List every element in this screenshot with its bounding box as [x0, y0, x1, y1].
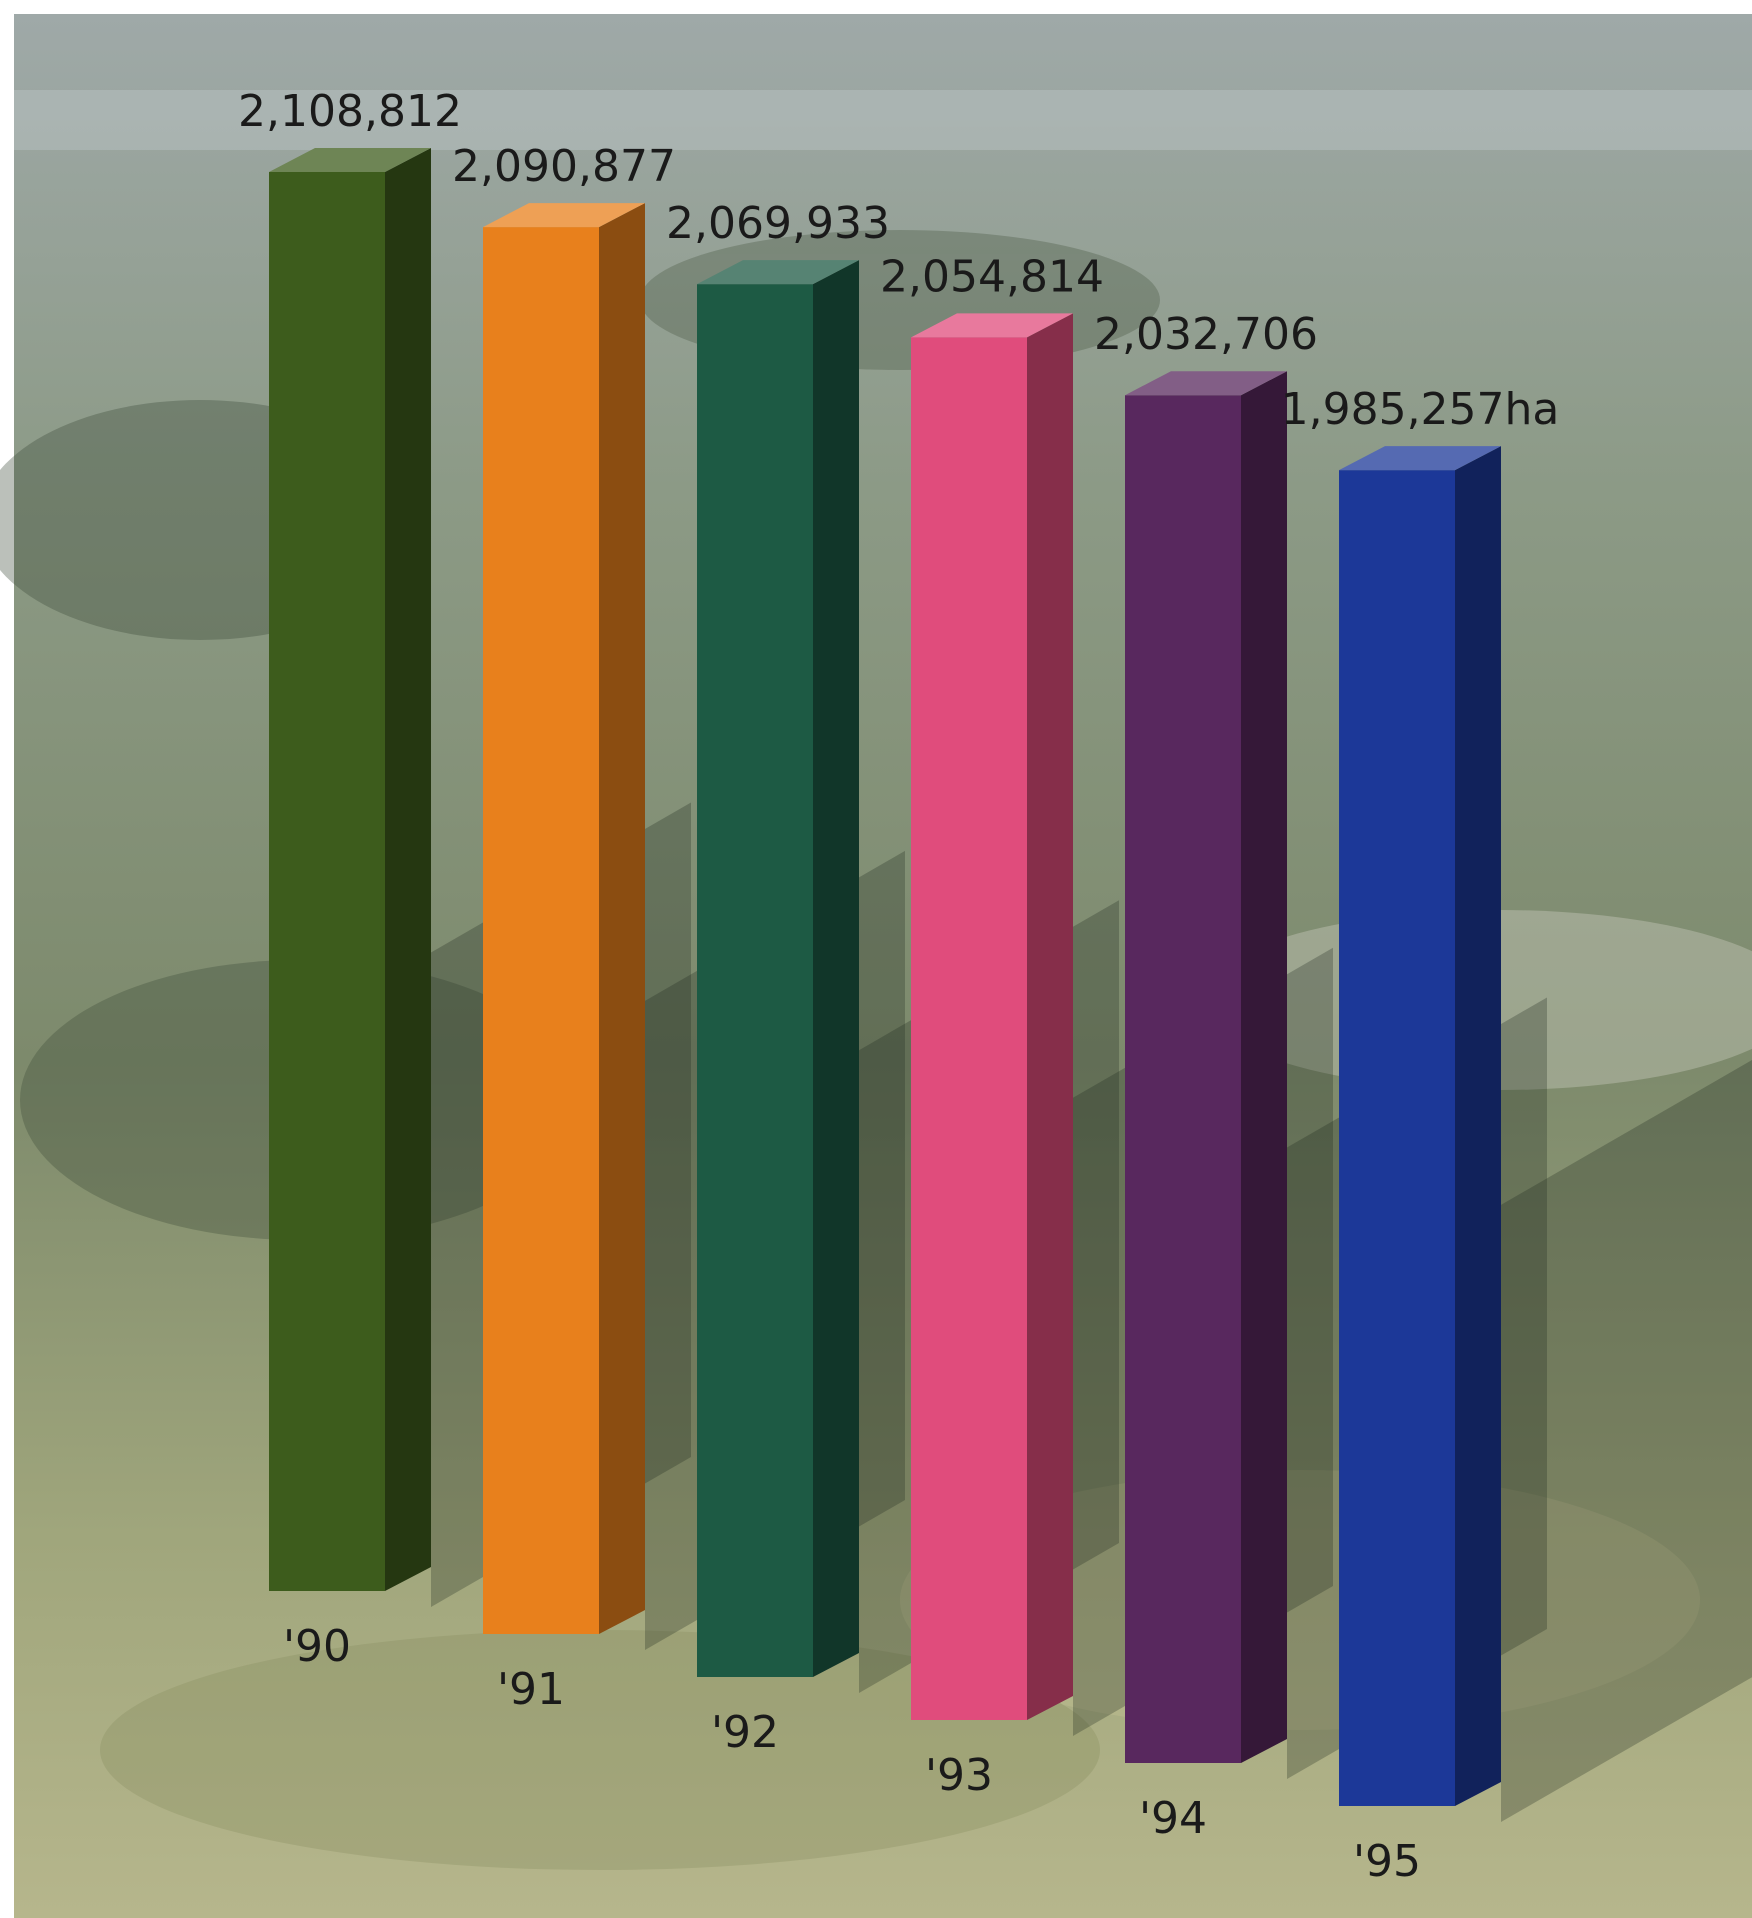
bar-front: [269, 172, 385, 1591]
bar: [1125, 371, 1287, 1763]
bar-side: [1241, 371, 1287, 1763]
category-label: '92: [711, 1707, 779, 1758]
category-label: '91: [497, 1664, 565, 1715]
bar-top: [1339, 446, 1501, 471]
bar-top: [911, 313, 1073, 338]
value-label: 2,054,814: [880, 251, 1104, 302]
category-label: '93: [925, 1750, 993, 1801]
value-label: 2,069,933: [666, 198, 890, 249]
bar: [269, 148, 431, 1591]
bar: [697, 260, 859, 1677]
bar: [1339, 446, 1501, 1806]
bar-top: [1125, 371, 1287, 396]
bar-side: [599, 203, 645, 1634]
plot: 2,108,812 '90 2,090,877 '91 2,069,933 '92 2,05…: [238, 86, 1752, 1887]
bar-top: [483, 203, 645, 228]
bar-side: [1455, 446, 1501, 1806]
bar-front: [1125, 395, 1241, 1763]
bar-front: [483, 227, 599, 1634]
bar-top: [697, 260, 859, 285]
bar-front: [1339, 470, 1455, 1806]
bar-top: [269, 148, 431, 172]
bar-side: [1027, 313, 1073, 1721]
category-label: '95: [1353, 1836, 1421, 1887]
bar-shadow: [1501, 1060, 1752, 1822]
value-label: 2,032,706: [1094, 309, 1318, 360]
bar-front: [911, 337, 1027, 1721]
value-label: 2,090,877: [452, 141, 676, 192]
bar-side: [813, 260, 859, 1677]
bar-side: [385, 148, 431, 1591]
bar: [911, 313, 1073, 1721]
category-label: '94: [1139, 1793, 1207, 1844]
bar-front: [697, 284, 813, 1677]
bar: [483, 203, 645, 1634]
value-label: 1,985,257ha: [1281, 384, 1560, 435]
category-label: '90: [283, 1621, 351, 1672]
value-label: 2,108,812: [238, 86, 462, 137]
